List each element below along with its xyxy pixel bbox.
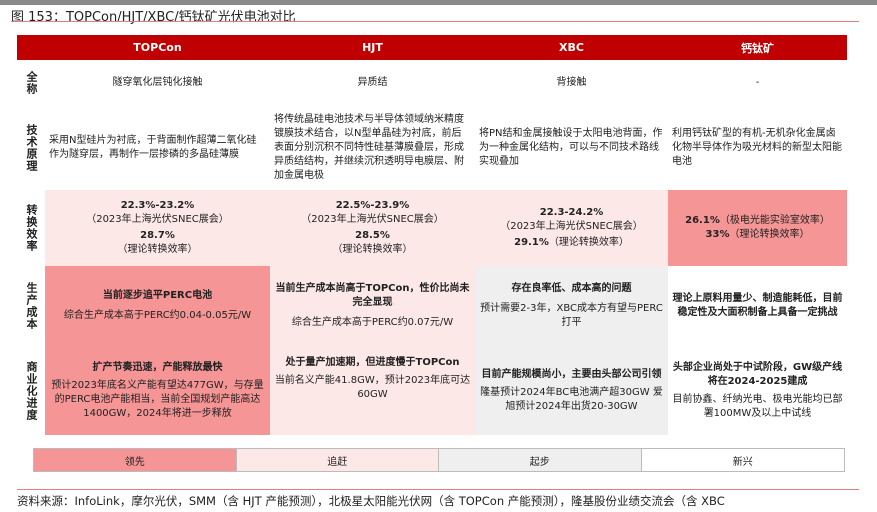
cell-text: 当前名义产能41.8GW，预计2023年底可达60GW: [274, 375, 471, 400]
cell: 扩产节奏迅速，产能释放最快预计2023年底名义产能有望达477GW，与存量的PE…: [45, 346, 270, 435]
row-label-efficiency: 转换效率: [25, 204, 38, 252]
eff-note: （理论转换效率）: [729, 229, 810, 240]
cell-heading: 处于量产加速期，但进度慢于TOPCon: [285, 357, 460, 368]
cell: 22.5%-23.9% （2023年上海光伏SNEC展会） 28.5% （理论转…: [270, 190, 475, 266]
eff-theory: 33%: [705, 229, 730, 240]
eff-note: （理论转换效率）: [117, 244, 198, 255]
legend-starting: 起步: [439, 449, 642, 471]
title-divider: [11, 21, 859, 22]
cell: 处于量产加速期，但进度慢于TOPCon 当前名义产能41.8GW，预计2023年底…: [270, 346, 475, 435]
cell: 异质结: [357, 76, 388, 88]
cell: 当前生产成本尚高于TOPCon，性价比尚未完全显现综合生产成本高于PERC约0.…: [270, 266, 475, 346]
eff-theory: 29.1%: [514, 237, 549, 248]
cell: 理论上原料用量少、制造能耗低，目前稳定性及大面积制备上具备一定挑战: [668, 266, 847, 346]
eff-value: 22.3%-23.2%: [120, 200, 195, 211]
legend: 领先 追赶 起步 新兴: [33, 448, 845, 472]
cell-text: 预计需要2-3年，XBC成本方有望与PERC打平: [480, 303, 663, 328]
cell: 采用N型硅片为衬底，于背面制作超薄二氧化硅作为隧穿层，再制作一层掺磷的多晶硅薄膜: [49, 134, 257, 160]
row-label-cost: 生产成本: [25, 282, 38, 330]
cell-text: 综合生产成本高于PERC约0.07元/W: [291, 317, 454, 328]
eff-theory: 28.7%: [140, 230, 175, 241]
footer-divider: [17, 489, 859, 490]
header-xbc: XBC: [559, 41, 584, 54]
row-label-commercial: 商业化进度: [25, 360, 38, 421]
eff-theory: 28.5%: [355, 230, 390, 241]
eff-note: （极电光能实验室效率）: [719, 215, 830, 226]
header-perovskite: 钙钛矿: [741, 41, 774, 55]
cell: 存在良率低、成本高的问题预计需要2-3年，XBC成本方有望与PERC打平: [475, 266, 668, 346]
legend-catching-up: 追赶: [236, 449, 439, 471]
row-label-principle: 技术原理: [25, 123, 38, 172]
cell: 将传统晶硅电池技术与半导体领域纳米精度镀膜技术结合，以N型单晶硅为衬底，前后表面…: [274, 113, 464, 181]
cell-text: 预计2023年底名义产能有望达477GW，与存量的PERC电池产能相当，当前全国…: [51, 379, 264, 419]
cell: 当前逐步追平PERC电池综合生产成本高于PERC约0.04-0.05元/W: [45, 266, 270, 346]
legend-emerging: 新兴: [732, 456, 753, 468]
row-label-full-name: 全称: [25, 70, 38, 95]
header-topcon: TOPCon: [133, 41, 182, 54]
eff-value: 22.3-24.2%: [539, 207, 604, 218]
cell: 目前产能规模尚小，主要由头部公司引领隆基预计2024年BC电池满产超30GW 爱…: [475, 346, 668, 435]
cell: 利用钙钛矿型的有机-无机杂化金属卤化物半导体作为吸光材料的新型太阳能电池: [672, 127, 842, 167]
cell: 22.3%-23.2% （2023年上海光伏SNEC展会） 28.7% （理论转…: [45, 190, 270, 266]
cell-heading: 头部企业尚处于中试阶段，GW级产线将在2024-2025建成: [672, 361, 843, 387]
cell: 隧穿氧化层钝化接触: [112, 76, 203, 88]
cell-heading: 扩产节奏迅速，产能释放最快: [92, 361, 223, 373]
cell: 将PN结和金属接触设于太阳电池背面，作为一种金属化结构，可以与不同技术路线实现叠…: [479, 127, 663, 167]
eff-note: （理论转换效率）: [332, 244, 413, 255]
eff-value: 22.5%-23.9%: [335, 200, 410, 211]
legend-leading: 领先: [34, 449, 237, 471]
cell-text: 目前协鑫、纤纳光电、极电光能均已部署100MW及以上中试线: [672, 393, 843, 419]
cell: 26.1%（极电光能实验室效率） 33%（理论转换效率）: [668, 190, 847, 266]
top-bar: [0, 0, 877, 5]
figure-title: 图 153：TOPCon/HJT/XBC/钙钛矿光伏电池对比: [11, 10, 296, 25]
cell: 头部企业尚处于中试阶段，GW级产线将在2024-2025建成 目前协鑫、纤纳光电、…: [668, 346, 847, 435]
header-blank: [17, 35, 45, 60]
header-hjt: HJT: [362, 41, 383, 54]
eff-note: （2023年上海光伏SNEC展会）: [86, 214, 229, 225]
cell-heading: 当前逐步追平PERC电池: [102, 290, 213, 301]
eff-note: （2023年上海光伏SNEC展会）: [500, 221, 643, 232]
cell-heading: 目前产能规模尚小，主要由头部公司引领: [481, 368, 662, 380]
eff-value: 26.1%: [685, 215, 720, 226]
table-header: TOPCon HJT XBC 钙钛矿: [17, 35, 847, 60]
comparison-table: 全称 隧穿氧化层钝化接触 异质结 背接触 - 技术原理 采用N型硅片为衬底，于背…: [17, 60, 847, 435]
source-note: 资料来源：InfoLink，摩尔光伏，SMM（含 HJT 产能预测），北极星太阳…: [17, 494, 725, 508]
eff-note: （2023年上海光伏SNEC展会）: [301, 214, 444, 225]
cell: -: [755, 76, 760, 88]
cell-text: 综合生产成本高于PERC约0.04-0.05元/W: [63, 310, 252, 321]
cell-heading: 理论上原料用量少、制造能耗低，目前稳定性及大面积制备上具备一定挑战: [672, 293, 843, 318]
cell: 22.3-24.2% （2023年上海光伏SNEC展会） 29.1%（理论转换效…: [475, 190, 668, 266]
cell: 背接触: [556, 76, 587, 88]
cell-text: 隆基预计2024年BC电池满产超30GW 爱旭预计2024年出货20-30GW: [480, 386, 663, 412]
cell-heading: 存在良率低、成本高的问题: [511, 283, 632, 294]
eff-note: （理论转换效率）: [548, 237, 629, 248]
cell-heading: 当前生产成本尚高于TOPCon，性价比尚未完全显现: [275, 283, 470, 308]
